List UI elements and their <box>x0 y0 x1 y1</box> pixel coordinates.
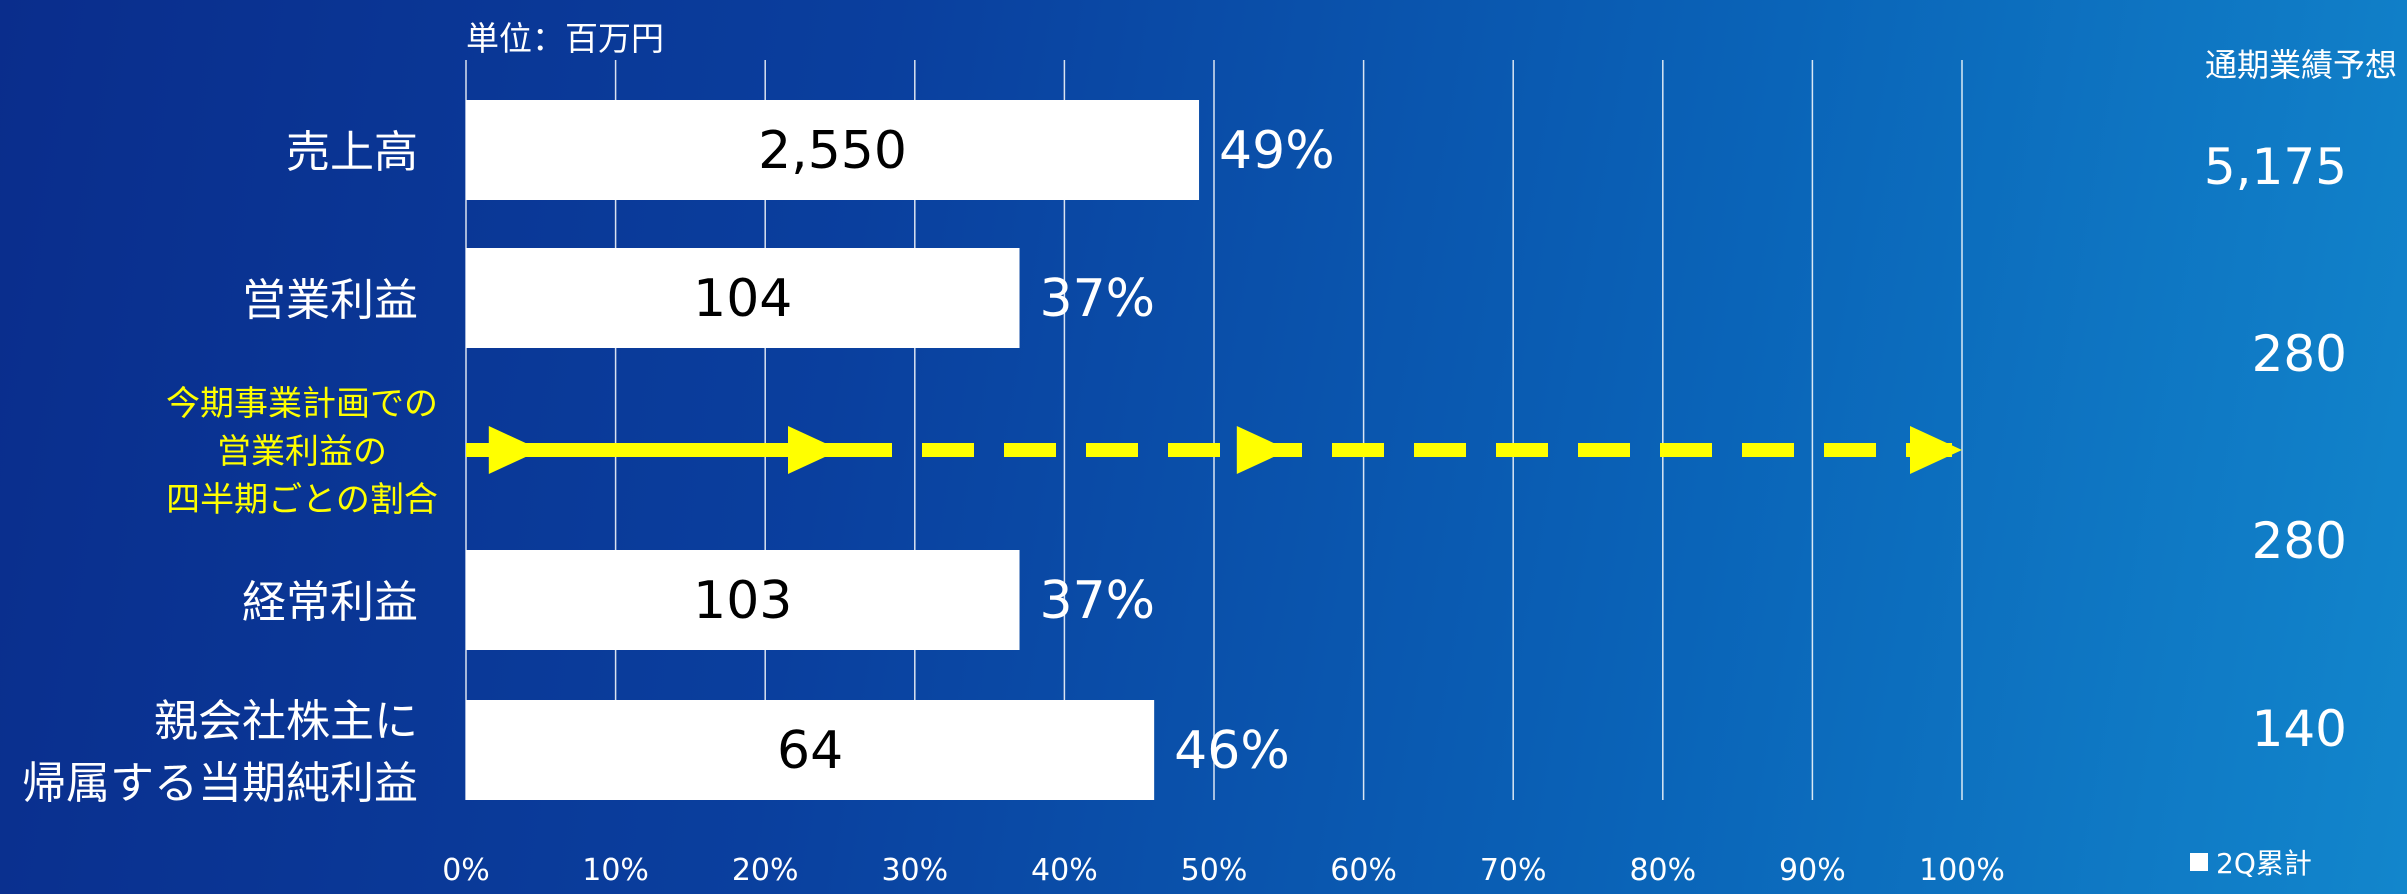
legend-label: 2Q累計 <box>2216 847 2312 880</box>
percent-label: 37% <box>1040 571 1156 631</box>
bar <box>466 248 1020 348</box>
x-tick-label: 40% <box>1031 853 1098 888</box>
x-tick-label: 30% <box>881 853 948 888</box>
plan-arrow-head <box>1910 426 1962 474</box>
x-tick-label: 90% <box>1779 853 1846 888</box>
plan-arrow-head <box>788 426 840 474</box>
x-tick-label: 50% <box>1181 853 1248 888</box>
x-tick-label: 10% <box>582 853 649 888</box>
forecast-header: 通期業績予想 <box>2204 46 2397 84</box>
category-label: 経常利益 <box>242 577 418 628</box>
forecast-value: 280 <box>2251 325 2347 383</box>
bar-value-label: 103 <box>693 571 792 631</box>
plan-annotation-text: 営業利益の <box>217 432 387 472</box>
x-tick-label: 0% <box>442 853 490 888</box>
percent-label: 37% <box>1040 269 1156 329</box>
percent-label: 46% <box>1174 721 1290 781</box>
bar-value-label: 2,550 <box>758 121 907 181</box>
forecast-value: 140 <box>2251 700 2347 758</box>
category-label: 親会社株主に <box>154 696 418 747</box>
plan-annotation-text: 今期事業計画での <box>166 384 438 424</box>
bar <box>466 550 1020 650</box>
percent-label: 49% <box>1219 121 1335 181</box>
forecast-value: 5,175 <box>2203 138 2347 196</box>
bar <box>466 100 1200 200</box>
bar-value-label: 64 <box>777 721 843 781</box>
bar <box>466 700 1155 800</box>
x-tick-label: 70% <box>1480 853 1547 888</box>
x-tick-label: 80% <box>1629 853 1696 888</box>
category-label: 売上高 <box>286 127 418 178</box>
legend: 2Q累計 <box>2190 842 2312 882</box>
x-tick-label: 60% <box>1330 853 1397 888</box>
category-label: 営業利益 <box>242 275 418 326</box>
plan-arrow-head <box>1236 426 1289 474</box>
unit-label: 単位：百万円 <box>466 19 664 58</box>
category-label: 帰属する当期純利益 <box>22 758 418 809</box>
bar-value-label: 104 <box>693 269 792 329</box>
plan-annotation-text: 四半期ごとの割合 <box>166 480 438 520</box>
forecast-value: 280 <box>2251 512 2347 570</box>
plan-arrow-head <box>488 426 541 474</box>
x-tick-label: 100% <box>1919 853 2005 888</box>
legend-swatch <box>2190 853 2208 871</box>
x-tick-label: 20% <box>732 853 799 888</box>
